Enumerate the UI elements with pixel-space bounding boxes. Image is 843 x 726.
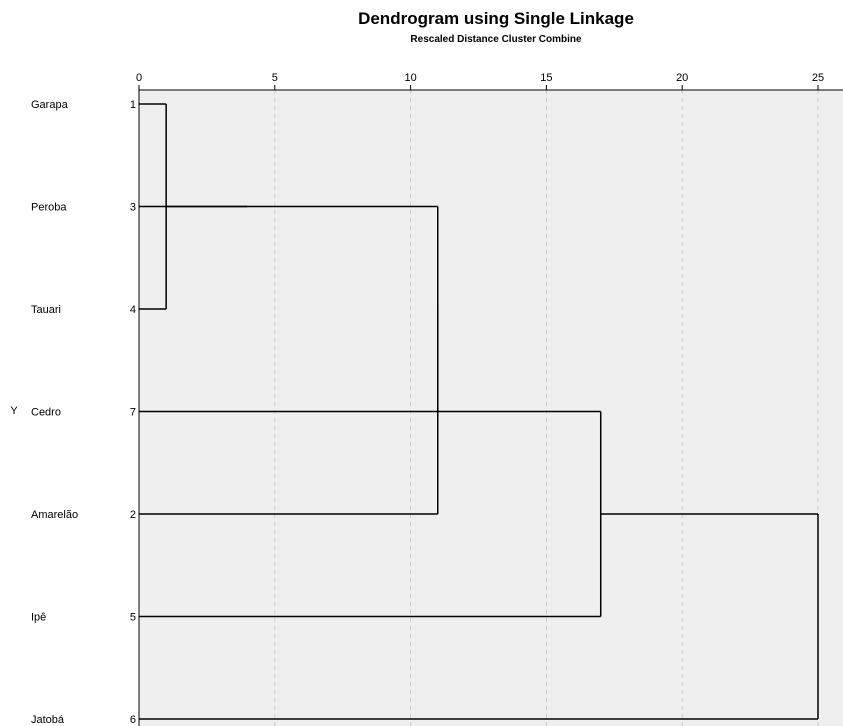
- x-tick-label: 0: [136, 72, 142, 84]
- chart-subtitle: Rescaled Distance Cluster Combine: [410, 34, 582, 45]
- case-number: 7: [130, 407, 136, 419]
- plot-area: [139, 90, 843, 726]
- x-tick-label: 15: [540, 72, 552, 84]
- case-label: Ipê: [31, 612, 46, 624]
- dendrogram-links: [139, 103, 819, 720]
- x-tick-label: 10: [404, 72, 416, 84]
- case-label: Garapa: [31, 99, 69, 111]
- case-label: Cedro: [31, 407, 61, 419]
- case-number: 5: [130, 612, 136, 624]
- case-labels: Garapa 1 Peroba 3 Tauari 4 Cedro 7 Amarelão 2 Ipê 5…: [31, 99, 136, 726]
- x-tick-label: 5: [272, 72, 278, 84]
- case-number: 6: [130, 714, 136, 726]
- case-number: 1: [130, 99, 136, 111]
- case-label: Peroba: [31, 202, 67, 214]
- x-tick-label: 25: [812, 72, 824, 84]
- case-number: 2: [130, 509, 136, 521]
- case-label: Tauari: [31, 304, 61, 316]
- x-tick-label: 20: [676, 72, 688, 84]
- case-label: Amarelão: [31, 509, 78, 521]
- chart-title: Dendrogram using Single Linkage: [358, 9, 634, 28]
- case-label: Jatobá: [31, 714, 65, 726]
- y-axis-label: Y: [10, 405, 18, 417]
- case-number: 3: [130, 202, 136, 214]
- case-number: 4: [130, 304, 136, 316]
- x-axis: 0 5 10 15 20 25: [136, 72, 843, 726]
